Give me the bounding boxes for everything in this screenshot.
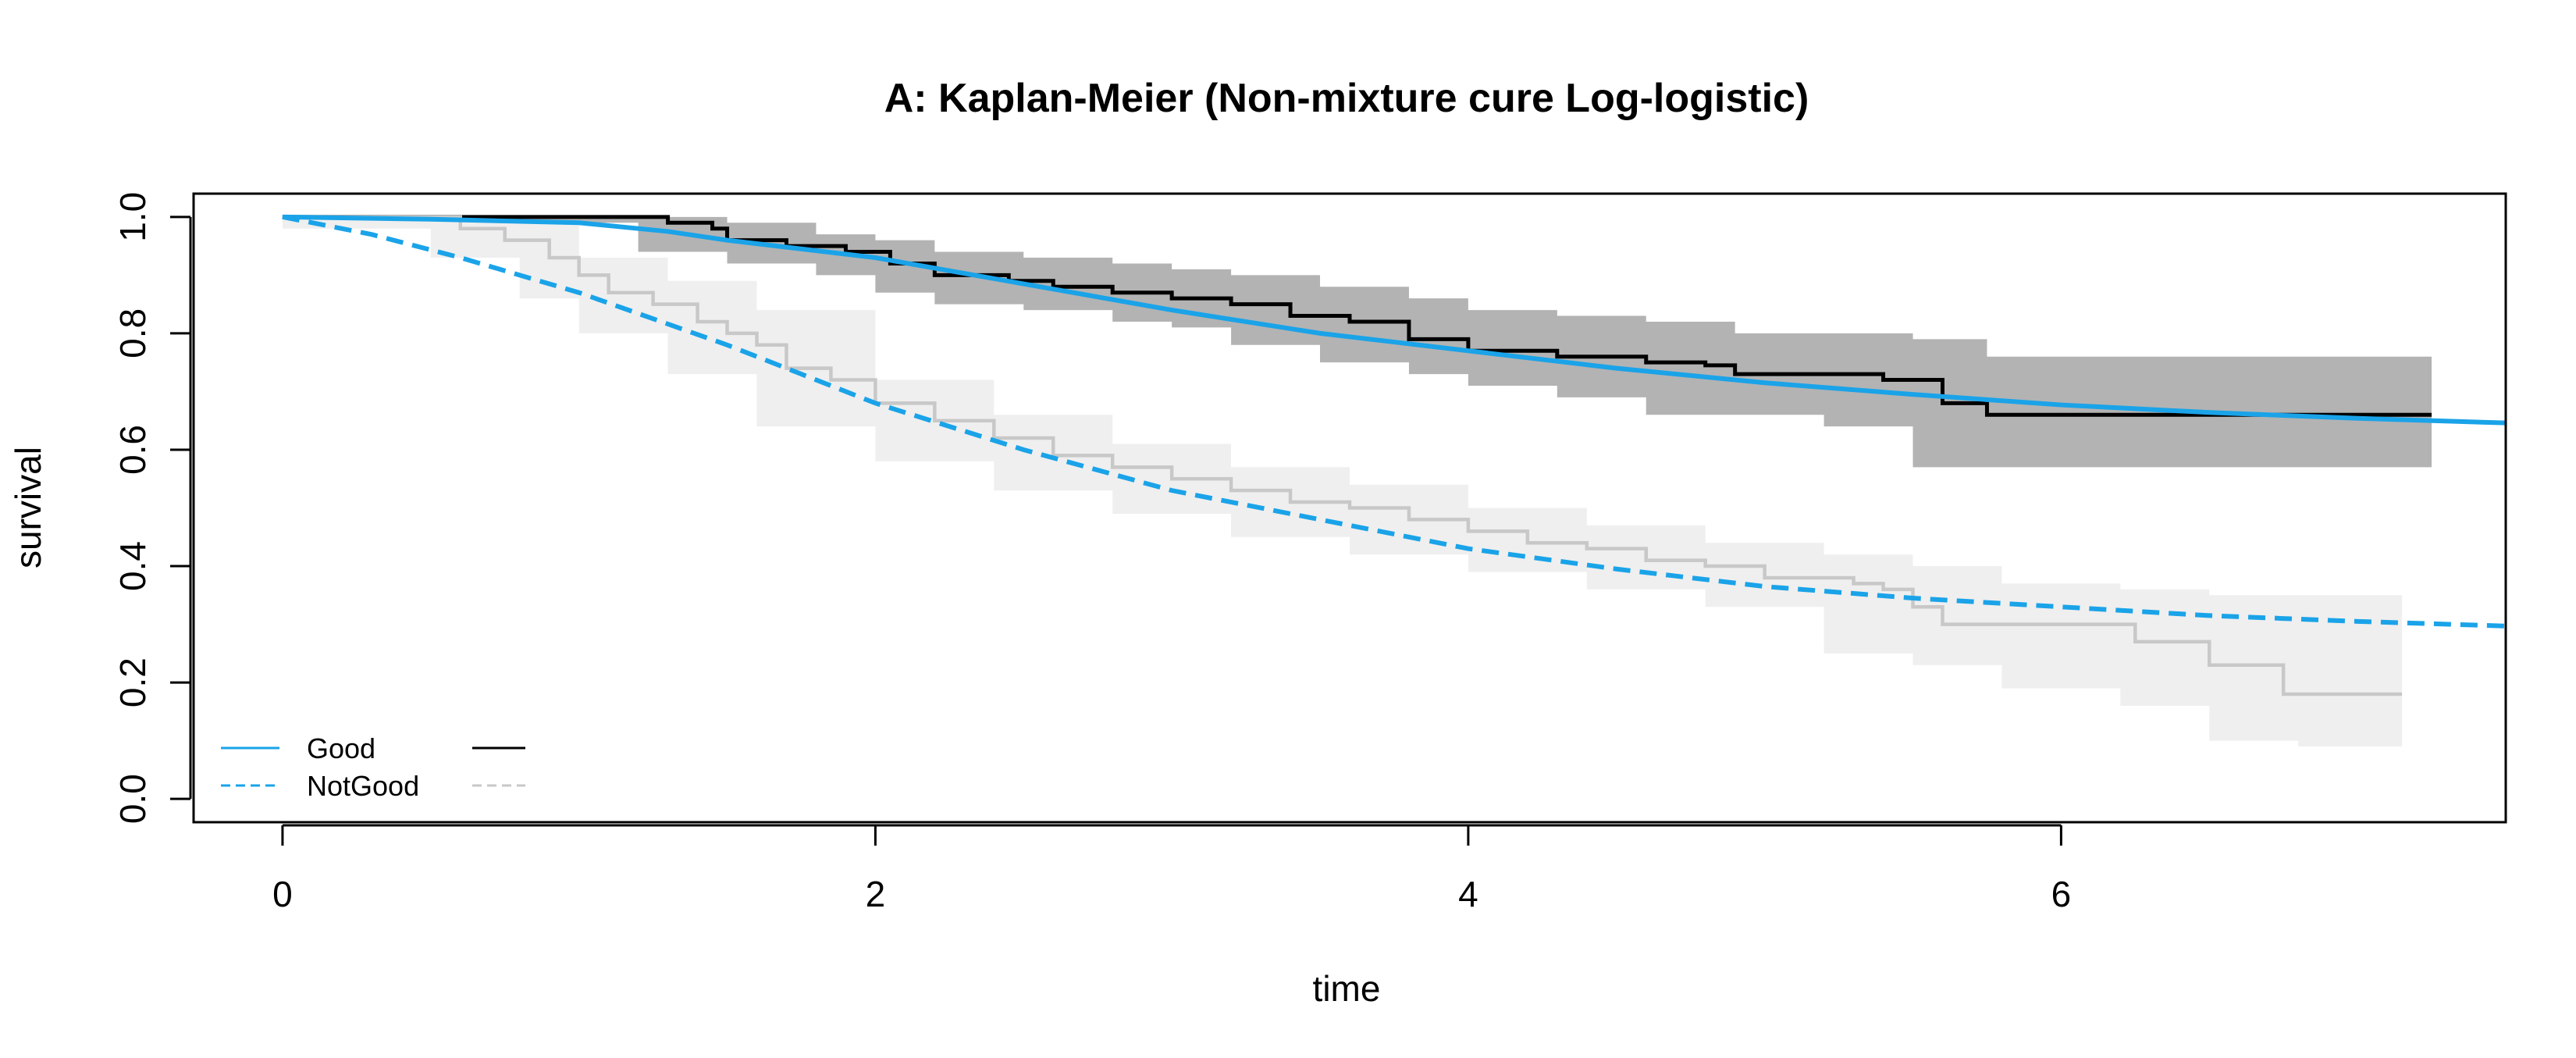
fitted-curve-good <box>282 214 2507 426</box>
y-axis-label: survival <box>8 447 48 568</box>
ci-band-good <box>282 216 2432 468</box>
confidence-bands <box>282 216 2432 747</box>
x-tick-label: 0 <box>272 874 293 914</box>
y-tick-label: 0.8 <box>112 308 153 358</box>
y-tick-label: 0.6 <box>112 425 153 475</box>
x-tick-label: 4 <box>1458 874 1478 914</box>
y-tick-label: 0.0 <box>112 774 153 824</box>
legend-label-good: Good <box>307 732 375 764</box>
ci-band-notgood <box>282 216 2403 747</box>
x-tick-label: 6 <box>2051 874 2072 914</box>
chart-title: A: Kaplan-Meier (Non-mixture cure Log-lo… <box>884 76 1809 121</box>
x-tick-label: 2 <box>866 874 886 914</box>
legend-label-notgood: NotGood <box>307 770 419 802</box>
km-curves <box>282 215 2432 696</box>
y-tick-label: 0.2 <box>112 657 153 707</box>
legend: Good NotGood <box>221 732 525 802</box>
x-axis: 0 2 4 6 <box>272 824 2072 914</box>
y-axis: 0.0 0.2 0.4 0.6 0.8 1.0 <box>112 192 192 824</box>
y-tick-label: 0.4 <box>112 541 153 591</box>
km-curve-notgood <box>282 215 2403 696</box>
km-curve-good <box>282 215 2432 417</box>
plot-frame <box>192 192 2507 824</box>
fitted-curves <box>282 214 2507 629</box>
y-tick-label: 1.0 <box>112 192 153 242</box>
x-axis-label: time <box>1313 968 1381 1009</box>
